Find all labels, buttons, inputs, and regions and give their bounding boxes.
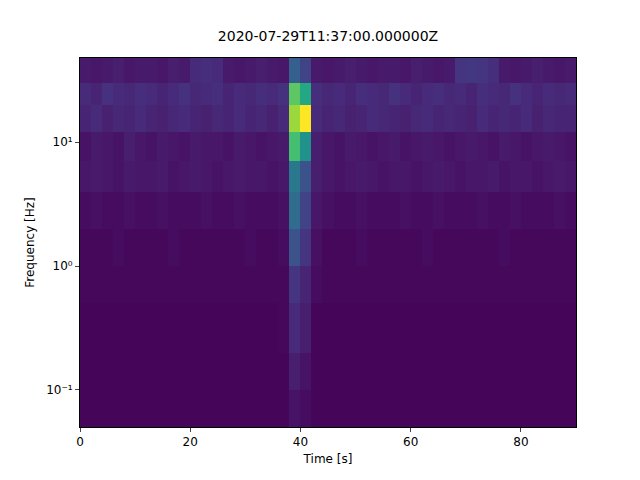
svg-text:10⁰: 10⁰ [53, 259, 73, 273]
svg-text:80: 80 [513, 435, 528, 449]
svg-text:10⁻¹: 10⁻¹ [46, 383, 73, 397]
svg-text:Time [s]: Time [s] [303, 452, 353, 466]
svg-text:Frequency [Hz]: Frequency [Hz] [23, 197, 37, 288]
svg-text:20: 20 [183, 435, 198, 449]
svg-text:10¹: 10¹ [53, 135, 73, 149]
svg-text:2020-07-29T11:37:00.000000Z: 2020-07-29T11:37:00.000000Z [218, 28, 438, 44]
svg-text:0: 0 [76, 435, 84, 449]
svg-text:60: 60 [403, 435, 418, 449]
svg-text:40: 40 [293, 435, 308, 449]
